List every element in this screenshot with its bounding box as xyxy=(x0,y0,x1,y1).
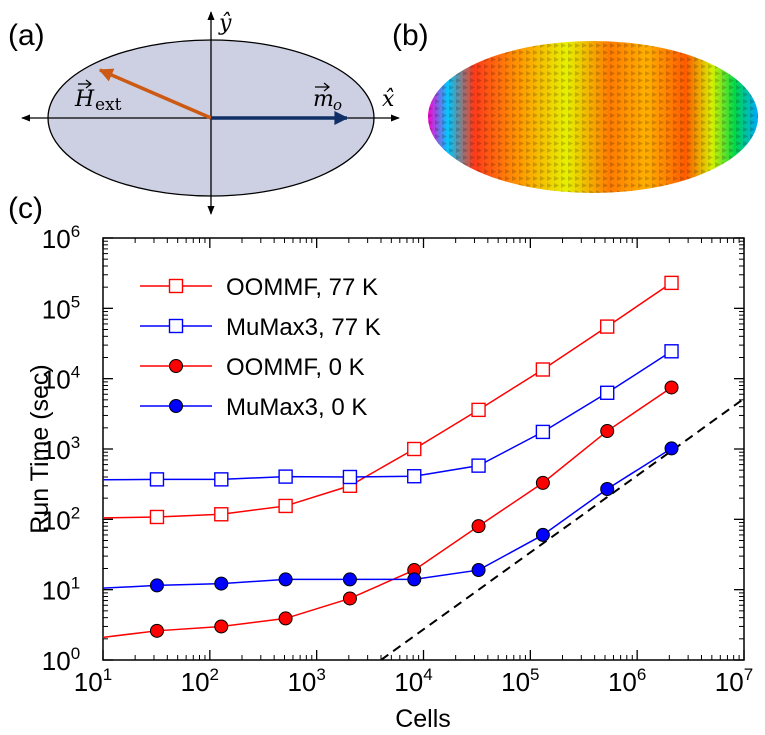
y-tick-label: 101 xyxy=(42,574,80,606)
y-hat-label: ŷ xyxy=(218,11,232,36)
panel-a-label: (a) xyxy=(8,19,45,52)
series-mumax3-77-k xyxy=(103,344,679,487)
data-point xyxy=(600,319,615,334)
spin-arrow-pattern xyxy=(428,41,758,193)
panel-a: (a) x̂ ŷ H ext m o xyxy=(8,11,400,215)
y-tick-label: 105 xyxy=(42,292,80,324)
series-oommf-0-k xyxy=(103,380,679,639)
x-tick-label: 106 xyxy=(608,665,646,697)
legend: OOMMF, 77 K MuMax3, 77 K OOMMF, 0 K MuMax3,… xyxy=(140,274,381,421)
data-point xyxy=(535,424,551,440)
series-line xyxy=(103,350,672,481)
data-point xyxy=(169,399,183,413)
data-point xyxy=(342,591,357,606)
data-point xyxy=(214,576,229,591)
data-point xyxy=(664,275,679,291)
y-tick-label: 106 xyxy=(42,222,80,254)
panel-b: (b) xyxy=(392,19,758,193)
data-point xyxy=(471,402,486,418)
y-tick-labels: 100 101 102 103 104 105 106 xyxy=(42,222,80,676)
data-point xyxy=(149,578,164,593)
y-tick-label: 102 xyxy=(42,503,80,535)
data-point xyxy=(471,563,486,578)
data-point xyxy=(600,424,615,439)
series-line xyxy=(103,386,672,639)
data-point xyxy=(169,359,183,373)
data-point xyxy=(278,611,293,626)
legend-item: OOMMF, 77 K xyxy=(140,274,378,301)
data-point xyxy=(214,472,229,487)
data-point xyxy=(664,441,679,456)
y-tick-label: 104 xyxy=(42,363,80,395)
data-point xyxy=(535,527,550,542)
x-hat-label: x̂ xyxy=(382,87,395,112)
legend-item: MuMax3, 77 K xyxy=(140,314,381,341)
data-point xyxy=(535,362,551,377)
field-label-main: H xyxy=(74,87,95,112)
magnetization-label-sub: o xyxy=(333,96,342,114)
series-line xyxy=(103,447,672,589)
x-tick-label: 107 xyxy=(715,665,753,697)
data-point xyxy=(471,519,486,534)
field-arrow xyxy=(98,68,212,120)
panel-c-label: (c) xyxy=(8,192,43,225)
data-point xyxy=(278,498,293,514)
data-point xyxy=(168,318,184,334)
legend-item: OOMMF, 0 K xyxy=(140,354,365,381)
data-point xyxy=(407,441,422,457)
plot-frame xyxy=(102,237,745,661)
legend-label: MuMax3, 0 K xyxy=(226,394,367,421)
data-point xyxy=(342,572,357,587)
x-tick-labels: 101 102 103 104 105 106 107 xyxy=(74,665,753,697)
magnetization-label-main: m xyxy=(313,87,334,112)
x-axis-title: Cells xyxy=(395,705,451,733)
x-tick-label: 102 xyxy=(181,665,219,697)
data-point xyxy=(149,472,165,487)
series-oommf-77-k xyxy=(103,275,679,525)
data-point xyxy=(600,481,615,496)
data-point xyxy=(407,572,422,587)
field-label: H ext xyxy=(74,79,122,115)
data-point xyxy=(278,572,293,587)
y-tick-label: 100 xyxy=(42,644,80,676)
x-tick-label: 101 xyxy=(74,665,112,697)
data-point xyxy=(214,507,229,522)
x-tick-label: 105 xyxy=(501,665,539,697)
major-ticks xyxy=(102,237,745,661)
data-point xyxy=(471,458,486,473)
data-point xyxy=(407,469,422,484)
data-point xyxy=(149,509,165,525)
x-tick-label: 104 xyxy=(394,665,432,697)
legend-label: OOMMF, 77 K xyxy=(226,274,378,301)
y-axis-title: Run Time (sec) xyxy=(26,364,54,533)
legend-item: MuMax3, 0 K xyxy=(140,394,367,421)
x-tick-label: 103 xyxy=(287,665,325,697)
data-point xyxy=(664,380,679,395)
data-point xyxy=(342,469,358,485)
chart: 101 102 103 104 105 106 107 100101102103104105… xyxy=(26,222,753,733)
data-point xyxy=(214,619,229,634)
data-point xyxy=(664,344,679,359)
data-point xyxy=(168,278,184,294)
legend-label: OOMMF, 0 K xyxy=(226,354,365,381)
data-point xyxy=(535,475,550,490)
magnetization-label: m o xyxy=(313,82,342,114)
data-point xyxy=(149,623,164,638)
y-tick-label: 103 xyxy=(42,433,80,465)
series-line xyxy=(103,282,672,519)
data-point xyxy=(600,385,615,400)
panel-b-label: (b) xyxy=(392,19,429,52)
field-label-sub: ext xyxy=(95,95,122,115)
series-layer xyxy=(103,275,679,639)
minor-ticks xyxy=(103,238,744,660)
legend-label: MuMax3, 77 K xyxy=(226,314,381,341)
data-point xyxy=(278,469,293,484)
series-mumax3-0-k xyxy=(103,441,679,593)
